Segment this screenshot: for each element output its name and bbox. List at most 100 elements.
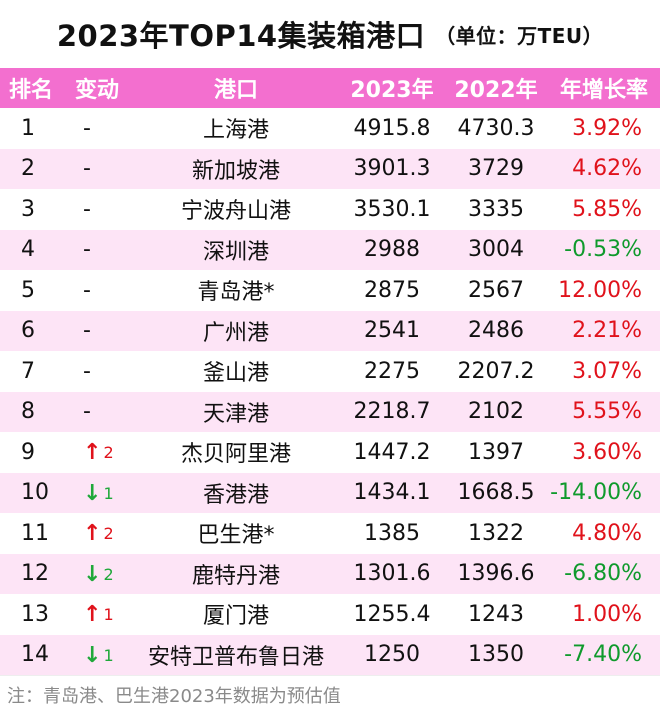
value-2023-cell: 1255.4 [340,594,444,635]
table-row: 2- 新加坡港 3901.3 3729 4.62% [0,148,660,189]
value-2023-cell: 3901.3 [340,148,444,189]
rank-cell: 10 [0,472,62,513]
rank-cell: 12 [0,553,62,594]
rank-cell: 5 [0,270,62,311]
change-cell: ↓ 2 [62,553,132,594]
change-cell: - [62,391,132,432]
header-port: 港口 [132,68,340,108]
growth-cell: 5.55% [548,391,660,432]
growth-cell: 4.80% [548,513,660,554]
port-cell: 青岛港* [132,270,340,311]
value-2023-cell: 1250 [340,634,444,675]
table-row: 7- 釜山港 2275 2207.2 3.07% [0,351,660,392]
value-2022-cell: 3729 [444,148,548,189]
rank-cell: 14 [0,634,62,675]
table-row: 9 ↑ 2 杰贝阿里港 1447.2 1397 3.60% [0,432,660,473]
table-row: 12 ↓ 2 鹿特丹港 1301.6 1396.6 -6.80% [0,553,660,594]
value-2022-cell: 3004 [444,229,548,270]
value-2022-cell: 1397 [444,432,548,473]
port-cell: 安特卫普布鲁日港 [132,634,340,675]
value-2023-cell: 2875 [340,270,444,311]
port-cell: 巴生港* [132,513,340,554]
value-2023-cell: 3530.1 [340,189,444,230]
growth-cell: 3.92% [548,108,660,149]
value-2022-cell: 1668.5 [444,472,548,513]
rank-change-value: 2 [103,524,114,543]
change-cell: ↓ 1 [62,634,132,675]
rank-cell: 2 [0,148,62,189]
title-text: 2023年TOP14集装箱港口 [56,19,426,53]
table-row: 6- 广州港 2541 2486 2.21% [0,310,660,351]
rank-change-value: 2 [103,443,114,462]
table-row: 11 ↑ 2 巴生港* 1385 1322 4.80% [0,513,660,554]
rank-cell: 11 [0,513,62,554]
table-row: 8- 天津港 2218.7 2102 5.55% [0,391,660,432]
change-cell: - [62,229,132,270]
rank-cell: 9 [0,432,62,473]
value-2023-cell: 2988 [340,229,444,270]
header-growth: 年增长率 [548,68,660,108]
table-body: 1- 上海港 4915.8 4730.3 3.92% 2- 新加坡港 3901.3 3729 4.… [0,108,660,675]
value-2023-cell: 2275 [340,351,444,392]
table-row: 10 ↓ 1 香港港 1434.1 1668.5 -14.00% [0,472,660,513]
port-cell: 广州港 [132,310,340,351]
value-2023-cell: 1434.1 [340,472,444,513]
value-2022-cell: 2207.2 [444,351,548,392]
header-2023: 2023年 [340,68,444,108]
port-cell: 鹿特丹港 [132,553,340,594]
arrow-down-icon: ↓ [83,642,102,668]
change-cell: - [62,270,132,311]
page-title: 2023年TOP14集装箱港口 （单位：万TEU） [0,0,660,68]
growth-cell: 3.60% [548,432,660,473]
table-header-row: 排名 变动 港口 2023年 2022年 年增长率 [0,68,660,108]
port-cell: 天津港 [132,391,340,432]
growth-cell: 3.07% [548,351,660,392]
change-cell: ↑ 2 [62,432,132,473]
port-ranking-table: 排名 变动 港口 2023年 2022年 年增长率 1- 上海港 4915.8 473… [0,68,660,675]
growth-cell: 5.85% [548,189,660,230]
rank-cell: 6 [0,310,62,351]
value-2022-cell: 2567 [444,270,548,311]
arrow-up-icon: ↑ [83,521,102,546]
port-cell: 宁波舟山港 [132,189,340,230]
rank-cell: 13 [0,594,62,635]
table-row: 14 ↓ 1 安特卫普布鲁日港 1250 1350 -7.40% [0,634,660,675]
growth-cell: 2.21% [548,310,660,351]
growth-cell: -7.40% [548,634,660,675]
value-2022-cell: 1350 [444,634,548,675]
value-2023-cell: 2218.7 [340,391,444,432]
growth-cell: -6.80% [548,553,660,594]
port-cell: 釜山港 [132,351,340,392]
arrow-up-icon: ↑ [83,602,102,627]
rank-cell: 1 [0,108,62,149]
rank-cell: 3 [0,189,62,230]
table-row: 1- 上海港 4915.8 4730.3 3.92% [0,108,660,149]
table-row: 4- 深圳港 2988 3004 -0.53% [0,229,660,270]
value-2023-cell: 1301.6 [340,553,444,594]
change-cell: - [62,108,132,149]
port-cell: 杰贝阿里港 [132,432,340,473]
value-2022-cell: 3335 [444,189,548,230]
rank-change-value: 1 [103,605,114,624]
value-2022-cell: 2102 [444,391,548,432]
port-cell: 上海港 [132,108,340,149]
growth-cell: -14.00% [548,472,660,513]
value-2022-cell: 2486 [444,310,548,351]
table-row: 13 ↑ 1 厦门港 1255.4 1243 1.00% [0,594,660,635]
value-2022-cell: 1396.6 [444,553,548,594]
rank-cell: 4 [0,229,62,270]
table-row: 3- 宁波舟山港 3530.1 3335 5.85% [0,189,660,230]
change-cell: - [62,310,132,351]
port-cell: 深圳港 [132,229,340,270]
table-row: 5- 青岛港* 2875 2567 12.00% [0,270,660,311]
port-cell: 香港港 [132,472,340,513]
value-2022-cell: 1243 [444,594,548,635]
arrow-down-icon: ↓ [83,480,102,506]
growth-cell: 12.00% [548,270,660,311]
header-rank: 排名 [0,68,62,108]
header-change: 变动 [62,68,132,108]
change-cell: - [62,189,132,230]
value-2023-cell: 4915.8 [340,108,444,149]
growth-cell: 4.62% [548,148,660,189]
value-2023-cell: 2541 [340,310,444,351]
